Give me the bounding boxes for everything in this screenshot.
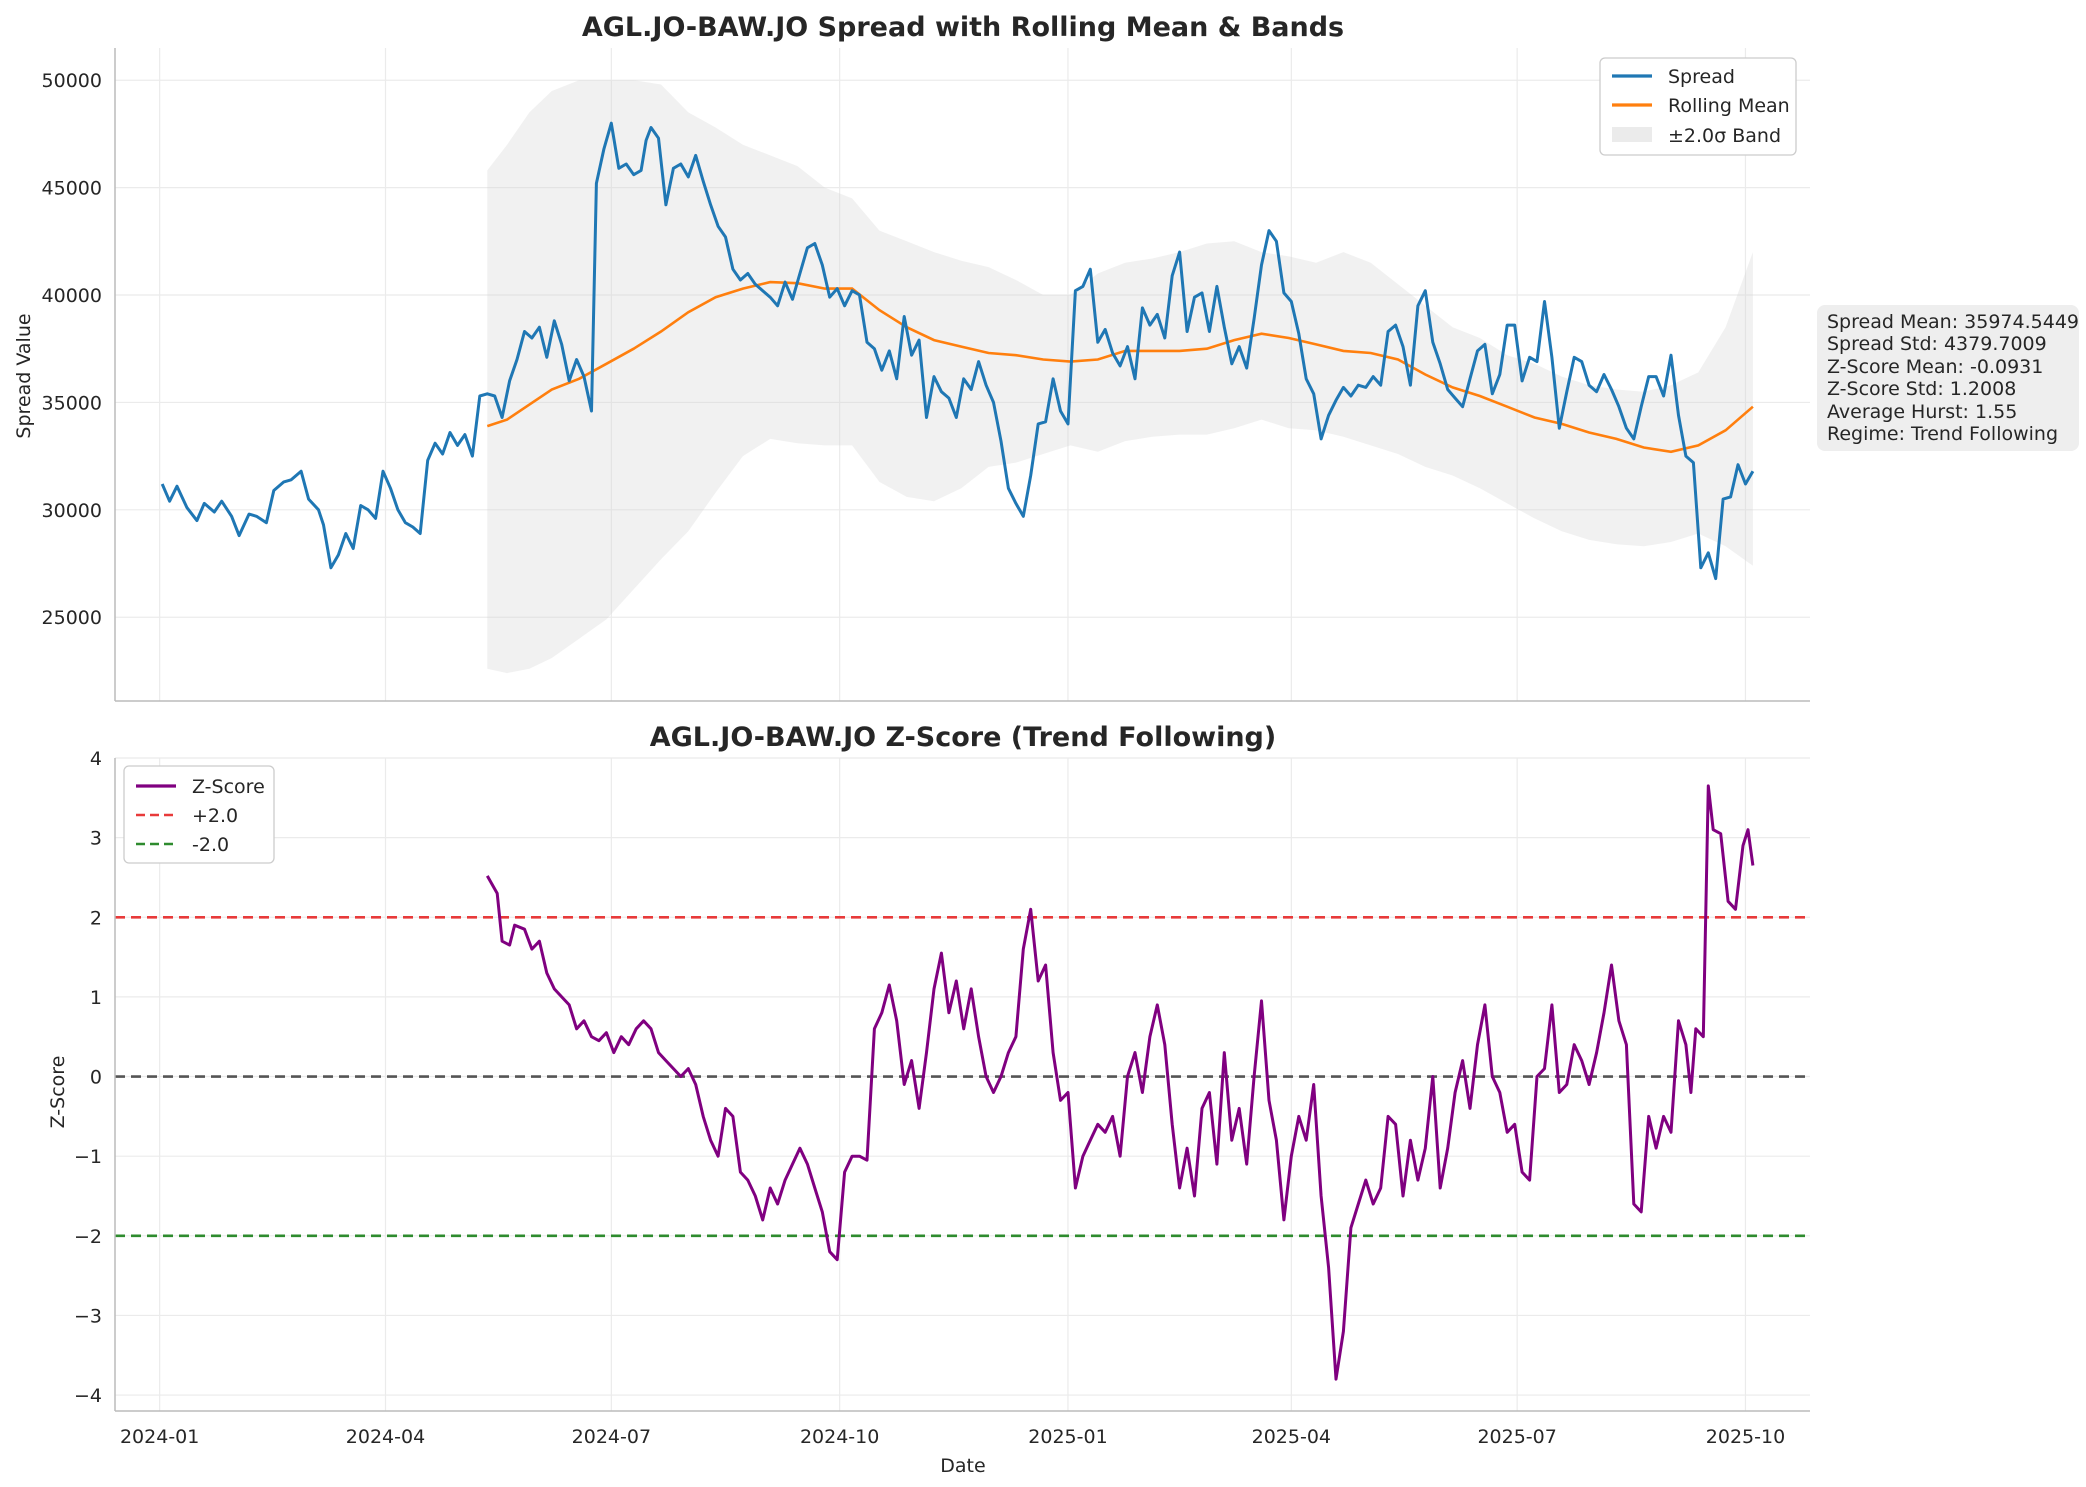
zscore-xlabel: Date: [940, 1455, 985, 1477]
zscore-ytick-label: 1: [90, 987, 102, 1009]
zscore-chart-title: AGL.JO-BAW.JO Z-Score (Trend Following): [650, 722, 1276, 753]
spread-legend: Spread Rolling Mean ±2.0σ Band: [1599, 57, 1797, 156]
spread-axes-spines: [114, 48, 1810, 702]
zscore-xtick-label: 2025-10: [1706, 1426, 1785, 1448]
spread-grid: [115, 48, 1810, 701]
legend-label-minus-threshold: -2.0: [192, 834, 229, 856]
zscore-xtick-label: 2024-04: [346, 1426, 425, 1448]
zscore-xtick-label: 2025-04: [1252, 1426, 1331, 1448]
zscore-xtick-label: 2024-07: [572, 1426, 651, 1448]
rolling-mean-line: [486, 280, 1754, 454]
zscore-ytick-label: −2: [74, 1226, 102, 1248]
zscore-threshold-lines: [115, 915, 1810, 1238]
spread-ytick-label: 45000: [42, 178, 102, 200]
zscore-axes-spines: [114, 758, 1810, 1412]
stats-spread-mean: Spread Mean: 35974.5449: [1827, 311, 2079, 333]
spread-band-area: [487, 80, 1753, 674]
spread-ytick-label: 35000: [42, 392, 102, 414]
zscore-ytick-label: −3: [74, 1305, 102, 1327]
spread-ylabel: Spread Value: [13, 313, 35, 438]
legend-label-plus-threshold: +2.0: [192, 805, 238, 827]
zscore-ytick-label: 0: [90, 1067, 102, 1089]
zscore-tick-labels: 2024-01 2024-04 2024-07 2024-10 2025-01 2025-…: [74, 748, 1785, 1448]
stats-average-hurst: Average Hurst: 1.55: [1827, 400, 2018, 423]
zscore-xtick-label: 2025-01: [1028, 1426, 1107, 1448]
zscore-line: [485, 784, 1755, 1381]
zscore-xtick-label: 2024-01: [120, 1426, 199, 1448]
spread-ytick-label: 50000: [42, 70, 102, 92]
stats-summary-box: Spread Mean: 35974.5449 Spread Std: 4379…: [1817, 305, 2079, 452]
spread-ytick-label: 40000: [42, 285, 102, 307]
spread-line: [160, 121, 1755, 581]
spread-ytick-label: 30000: [42, 500, 102, 522]
stats-zscore-mean: Z-Score Mean: -0.0931: [1827, 355, 2044, 378]
legend-label-band: ±2.0σ Band: [1668, 125, 1781, 147]
spread-chart-panel: AGL.JO-BAW.JO Spread with Rolling Mean &…: [13, 12, 1810, 702]
zscore-ylabel: Z-Score: [47, 1056, 69, 1129]
stats-zscore-std: Z-Score Std: 1.2008: [1827, 378, 2017, 401]
zscore-ytick-label: 3: [90, 828, 102, 850]
legend-label-spread: Spread: [1668, 66, 1735, 88]
stats-regime: Regime: Trend Following: [1827, 423, 2059, 446]
spread-tick-labels: 25000 30000 35000 40000 45000 50000: [42, 70, 102, 629]
legend-label-zscore: Z-Score: [192, 776, 265, 798]
legend-swatch-band: [1612, 127, 1652, 142]
zscore-ytick-label: 4: [90, 748, 102, 770]
zscore-grid: [115, 757, 1810, 1411]
stats-spread-std: Spread Std: 4379.7009: [1827, 333, 2047, 356]
zscore-xtick-label: 2025-07: [1477, 1426, 1556, 1448]
zscore-chart-panel: AGL.JO-BAW.JO Z-Score (Trend Following) …: [47, 722, 1810, 1477]
spread-legend-frame: [1599, 57, 1797, 156]
spread-ytick-label: 25000: [42, 607, 102, 629]
zscore-legend-frame: [123, 765, 275, 864]
zscore-ytick-label: −1: [74, 1146, 102, 1168]
zscore-ytick-label: 2: [90, 907, 102, 929]
zscore-legend: Z-Score +2.0 -2.0: [123, 765, 275, 864]
spread-chart-title: AGL.JO-BAW.JO Spread with Rolling Mean &…: [582, 12, 1344, 43]
zscore-ytick-label: −4: [74, 1385, 102, 1407]
zscore-xtick-label: 2024-10: [800, 1426, 879, 1448]
legend-label-rolling-mean: Rolling Mean: [1668, 95, 1790, 117]
